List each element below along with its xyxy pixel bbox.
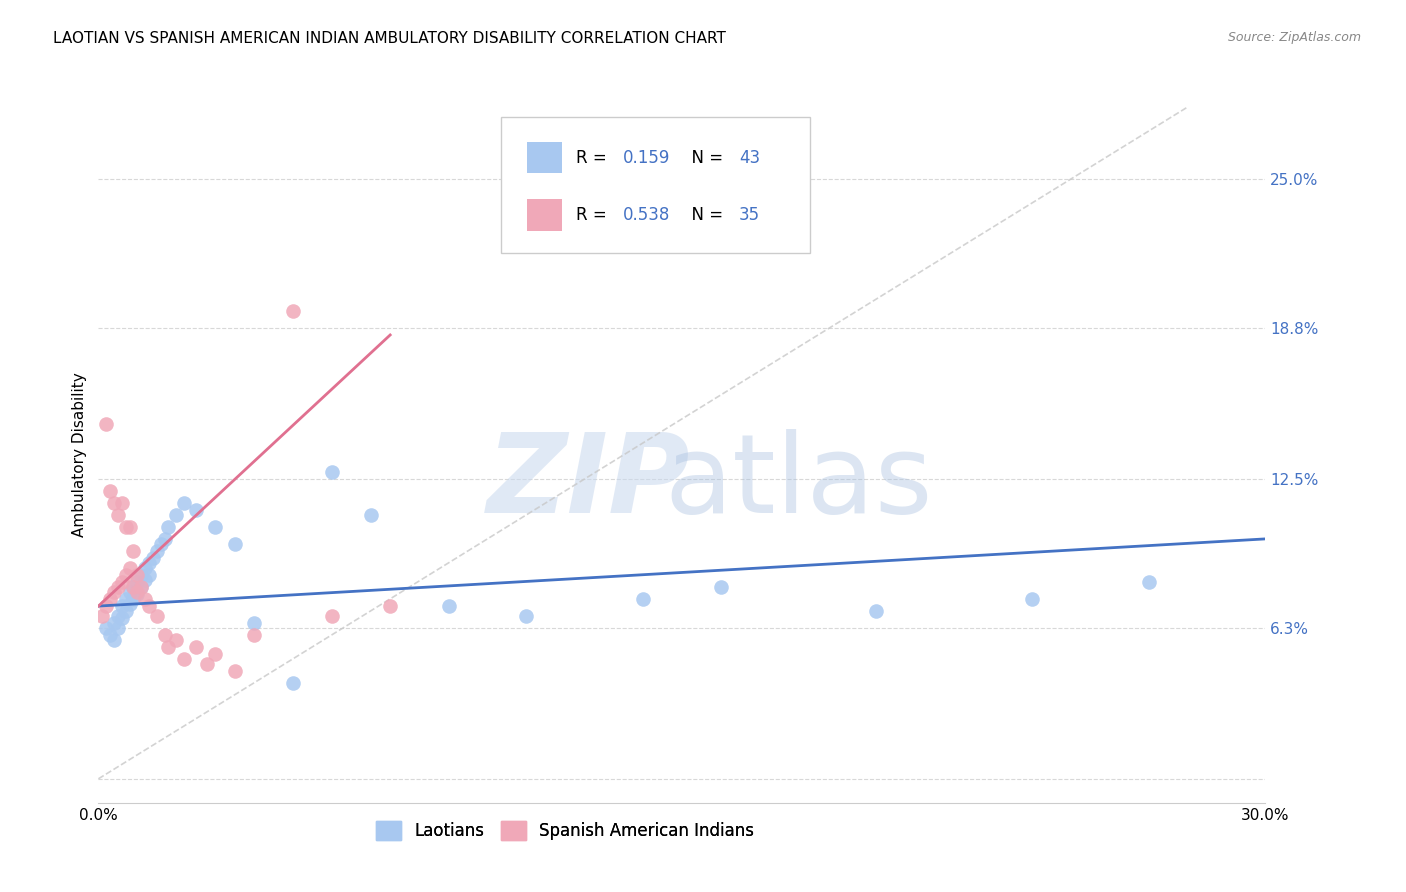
Point (107, 580, 129, 594)
Point (243, 628, 266, 642)
Point (134, 560, 156, 574)
Text: N =: N = (681, 206, 728, 224)
Point (224, 537, 246, 551)
Legend: Laotians, Spanish American Indians: Laotians, Spanish American Indians (370, 814, 761, 847)
Point (204, 647, 226, 661)
Point (153, 628, 176, 642)
Point (111, 611, 134, 625)
Text: Source: ZipAtlas.com: Source: ZipAtlas.com (1227, 31, 1361, 45)
Text: atlas: atlas (665, 429, 932, 536)
Text: N =: N = (681, 149, 728, 167)
FancyBboxPatch shape (527, 199, 562, 230)
Point (281, 676, 304, 690)
Point (157, 640, 180, 654)
Point (204, 520, 226, 534)
Point (96, 621, 118, 635)
Text: ZIP: ZIP (486, 429, 690, 536)
Point (138, 599, 160, 613)
Point (138, 567, 160, 582)
Point (146, 608, 169, 623)
Point (149, 537, 172, 551)
Text: LAOTIAN VS SPANISH AMERICAN INDIAN AMBULATORY DISABILITY CORRELATION CHART: LAOTIAN VS SPANISH AMERICAN INDIAN AMBUL… (53, 31, 727, 46)
Point (114, 520, 136, 534)
Point (281, 304, 304, 318)
Point (98, 483, 121, 498)
Point (129, 580, 152, 594)
Point (165, 632, 187, 647)
Point (91, 608, 114, 623)
Point (129, 567, 152, 582)
Point (114, 567, 136, 582)
Point (122, 591, 145, 606)
Point (380, 599, 402, 613)
Point (138, 556, 160, 570)
Point (118, 560, 141, 574)
Point (103, 496, 125, 510)
Point (865, 604, 887, 618)
Point (195, 657, 218, 671)
Point (118, 520, 141, 534)
Point (107, 508, 129, 522)
Point (103, 632, 125, 647)
Point (1021, 591, 1043, 606)
Point (111, 496, 134, 510)
Point (321, 608, 343, 623)
Point (118, 584, 141, 599)
Point (122, 580, 145, 594)
Point (173, 496, 195, 510)
Point (142, 551, 165, 566)
Point (122, 580, 145, 594)
FancyBboxPatch shape (501, 118, 810, 253)
Point (122, 544, 145, 558)
Point (127, 584, 149, 599)
Point (118, 597, 141, 611)
Point (98, 591, 121, 606)
Point (134, 591, 156, 606)
Text: R =: R = (575, 149, 612, 167)
Point (184, 640, 207, 654)
Point (134, 573, 156, 587)
Text: 35: 35 (740, 206, 761, 224)
Text: 0.159: 0.159 (623, 149, 669, 167)
Point (243, 615, 266, 630)
Point (1137, 575, 1160, 590)
Point (173, 652, 195, 666)
Point (107, 621, 129, 635)
Point (129, 580, 152, 594)
Point (157, 520, 180, 534)
Point (224, 664, 246, 678)
Text: R =: R = (575, 206, 612, 224)
Point (360, 508, 382, 522)
Point (437, 599, 460, 613)
Point (96, 417, 118, 431)
Text: 43: 43 (740, 149, 761, 167)
Point (515, 608, 537, 623)
Point (96, 599, 118, 613)
Point (153, 532, 176, 546)
Point (127, 575, 149, 590)
Y-axis label: Ambulatory Disability: Ambulatory Disability (72, 373, 87, 537)
Point (103, 615, 125, 630)
Point (165, 508, 187, 522)
Point (107, 608, 129, 623)
Point (111, 599, 134, 613)
Point (184, 503, 207, 517)
Point (114, 604, 136, 618)
Point (710, 580, 733, 594)
Point (114, 591, 136, 606)
Point (146, 544, 169, 558)
Point (98, 628, 121, 642)
Point (111, 575, 134, 590)
Point (321, 465, 343, 479)
Text: 0.538: 0.538 (623, 206, 669, 224)
FancyBboxPatch shape (527, 142, 562, 173)
Point (631, 591, 654, 606)
Point (127, 567, 149, 582)
Point (127, 587, 149, 601)
Point (103, 584, 125, 599)
